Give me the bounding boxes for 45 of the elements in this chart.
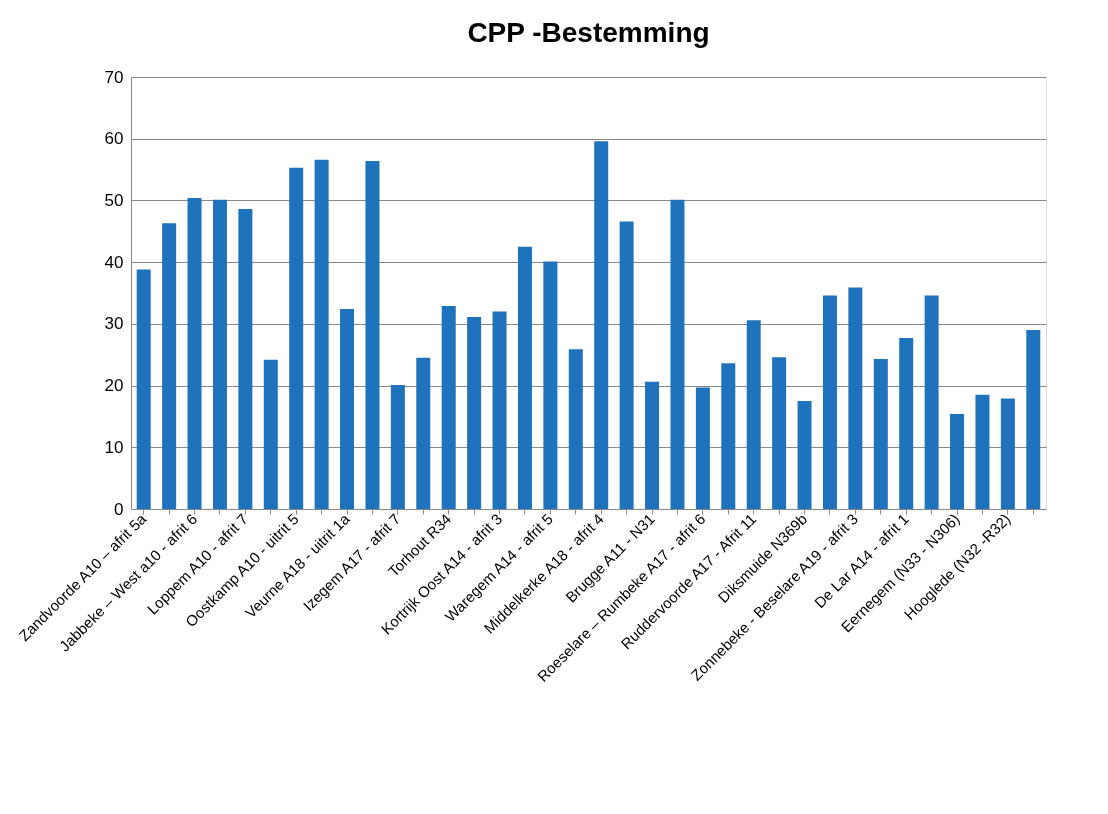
bar — [212, 199, 227, 509]
bar — [416, 357, 431, 509]
bar — [797, 401, 812, 509]
y-tick-label: 20 — [104, 376, 124, 396]
bar — [746, 320, 761, 509]
bar — [136, 269, 151, 509]
bar — [365, 160, 380, 509]
bar — [899, 338, 914, 509]
bar — [695, 387, 710, 509]
bar — [975, 394, 990, 509]
y-tick-label: 60 — [104, 129, 124, 149]
bar — [517, 246, 532, 509]
y-tick-label: 70 — [104, 67, 124, 87]
bar — [594, 141, 609, 509]
bar — [340, 309, 355, 509]
bar — [238, 209, 253, 509]
y-tick-label: 30 — [104, 314, 124, 334]
bar — [670, 199, 685, 509]
bar — [187, 197, 202, 509]
y-tick-label: 50 — [104, 190, 124, 210]
bar — [848, 287, 863, 509]
bar — [162, 223, 177, 509]
chart-title: CPP -Bestemming — [467, 17, 710, 48]
bar — [543, 261, 558, 509]
bar — [289, 167, 304, 509]
bar — [568, 349, 583, 509]
bar — [467, 317, 482, 509]
bar — [1026, 330, 1041, 509]
bar — [873, 359, 888, 509]
y-tick-label: 40 — [104, 252, 124, 272]
y-tick-label: 0 — [114, 499, 124, 519]
bar — [390, 384, 405, 509]
bar — [263, 359, 278, 509]
bar — [492, 311, 507, 509]
bar — [950, 413, 965, 509]
bar — [314, 159, 329, 509]
bar — [1000, 398, 1015, 509]
bar — [924, 295, 939, 509]
bar — [822, 295, 837, 509]
bar — [645, 381, 660, 509]
bar — [721, 363, 736, 509]
bar — [441, 305, 456, 509]
bar — [619, 221, 634, 509]
bar — [772, 357, 787, 509]
y-tick-label: 10 — [104, 437, 124, 457]
